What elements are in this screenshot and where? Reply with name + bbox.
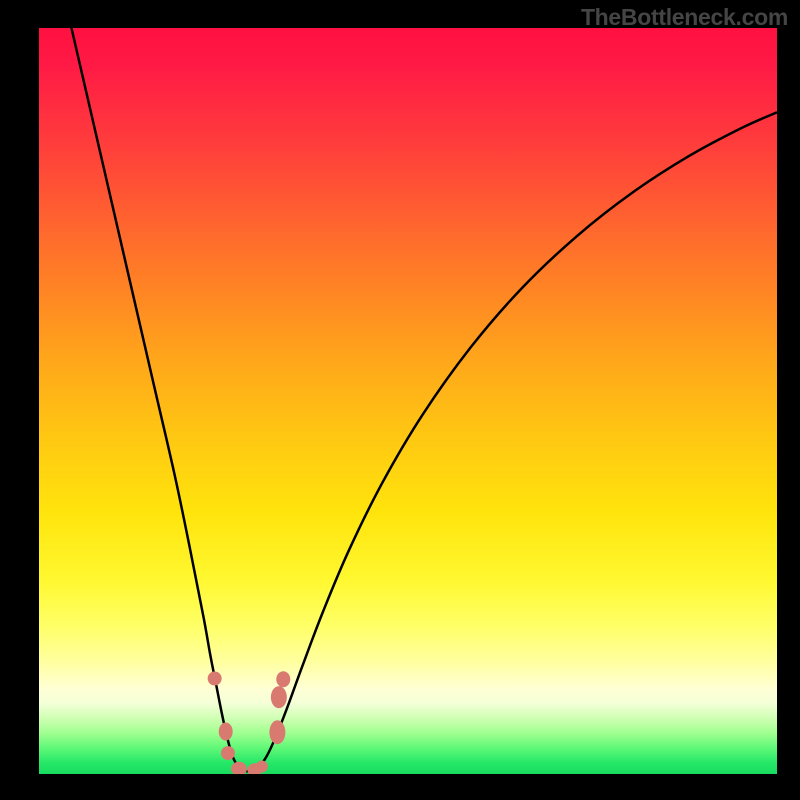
plot-area [39, 28, 777, 774]
gradient-background [39, 28, 777, 774]
outer-black-frame [0, 28, 800, 800]
watermark-text: TheBottleneck.com [581, 4, 788, 31]
